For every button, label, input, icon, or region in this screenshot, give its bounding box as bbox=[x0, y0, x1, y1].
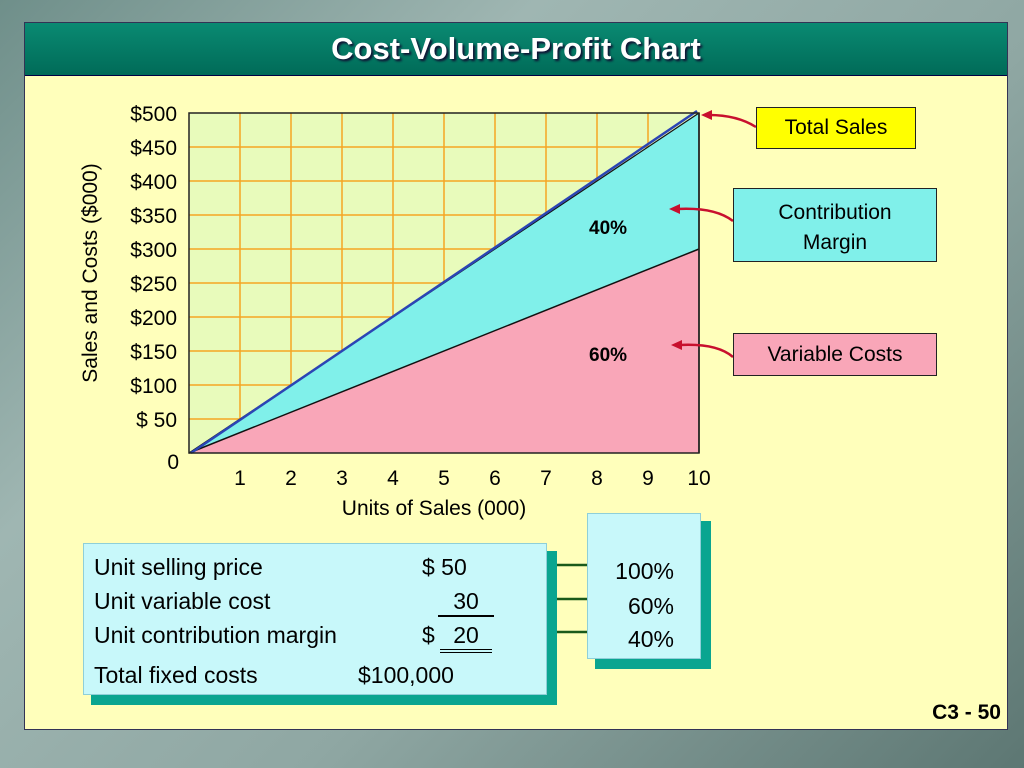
x-tick-label: 8 bbox=[591, 467, 603, 490]
callout-contribution-margin-line2: Margin bbox=[802, 231, 868, 254]
x-tick-label: 1 bbox=[234, 467, 246, 490]
y-tick-label: $100 bbox=[130, 375, 177, 398]
unit-selling-price-label: Unit selling price bbox=[94, 554, 263, 580]
variable-costs-percent-label: 60% bbox=[589, 345, 628, 366]
ratio-variable-cost: 60% bbox=[627, 593, 674, 619]
contribution-margin-percent-label: 40% bbox=[589, 218, 628, 239]
callout-total-sales: Total Sales bbox=[756, 107, 916, 149]
unit-variable-cost-value: 30 bbox=[438, 588, 494, 617]
x-tick-label: 10 bbox=[687, 467, 710, 490]
y-tick-label: $ 50 bbox=[136, 409, 177, 432]
arrow-total-sales bbox=[708, 113, 757, 129]
y-tick-label-zero: 0 bbox=[167, 451, 179, 474]
y-tick-label: $250 bbox=[130, 273, 177, 296]
y-tick-label: $200 bbox=[130, 307, 177, 330]
total-sales-line bbox=[190, 109, 698, 455]
x-axis-title: Units of Sales (000) bbox=[342, 497, 526, 520]
x-tick-label: 7 bbox=[540, 467, 552, 490]
slide: Cost-Volume-Profit Chart $500 $450 $400 $35… bbox=[24, 22, 1008, 730]
y-tick-label: $500 bbox=[130, 103, 177, 126]
ratio-contribution-margin: 40% bbox=[627, 626, 674, 652]
unit-contribution-margin-label: Unit contribution margin bbox=[94, 622, 337, 648]
total-fixed-costs-value: $100,000 bbox=[358, 662, 454, 688]
x-tick-label: 5 bbox=[438, 467, 450, 490]
plot-border bbox=[188, 112, 700, 454]
y-tick-label: $300 bbox=[130, 239, 177, 262]
y-tick-label: $450 bbox=[130, 137, 177, 160]
y-axis-title: Sales and Costs ($000) bbox=[79, 163, 102, 382]
cvp-chart: $500 $450 $400 $350 $300 $250 $200 $150 $100 $ 50… bbox=[79, 103, 757, 634]
arrow-contribution-margin-head bbox=[669, 204, 680, 214]
x-tick-label: 9 bbox=[642, 467, 654, 490]
unit-contribution-margin-currency: $ bbox=[422, 622, 435, 648]
unit-variable-cost-label: Unit variable cost bbox=[94, 588, 271, 614]
x-tick-label: 6 bbox=[489, 467, 501, 490]
arrow-contribution-margin bbox=[676, 207, 734, 223]
x-tick-label: 3 bbox=[336, 467, 348, 490]
unit-info-box: Unit selling price $ 50 Unit variable co… bbox=[83, 543, 547, 695]
total-fixed-costs-label: Total fixed costs bbox=[94, 662, 258, 688]
callout-variable-costs: Variable Costs bbox=[733, 333, 937, 376]
arrow-variable-costs-head bbox=[671, 340, 682, 350]
x-tick-label: 4 bbox=[387, 467, 399, 490]
slide-page-number: C3 - 50 bbox=[932, 701, 1001, 724]
unit-contribution-margin-value: 20 bbox=[440, 622, 492, 653]
variable-costs-line bbox=[188, 248, 700, 454]
y-tick-label: $400 bbox=[130, 171, 177, 194]
ratio-selling-price: 100% bbox=[615, 558, 674, 584]
x-tick-label: 2 bbox=[285, 467, 297, 490]
slide-title: Cost-Volume-Profit Chart bbox=[25, 23, 1007, 76]
y-tick-label: $150 bbox=[130, 341, 177, 364]
callout-contribution-margin-line1: Contribution bbox=[778, 201, 892, 224]
ratio-box: 100% 60% 40% bbox=[587, 513, 701, 659]
arrow-total-sales-head bbox=[701, 110, 712, 120]
y-tick-label: $350 bbox=[130, 205, 177, 228]
callout-contribution-margin: Contribution Margin bbox=[733, 188, 937, 262]
unit-selling-price-value: $ 50 bbox=[422, 554, 467, 580]
arrow-variable-costs bbox=[678, 343, 734, 358]
